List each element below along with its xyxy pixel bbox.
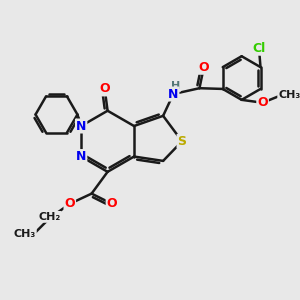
- Text: O: O: [199, 61, 209, 74]
- Text: H: H: [171, 81, 180, 91]
- Text: N: N: [76, 150, 86, 163]
- Text: O: O: [106, 197, 117, 210]
- Text: N: N: [76, 119, 86, 133]
- Text: CH₂: CH₂: [38, 212, 61, 222]
- Text: O: O: [64, 197, 75, 210]
- Text: Cl: Cl: [252, 42, 266, 55]
- Text: O: O: [257, 96, 268, 109]
- Text: N: N: [168, 88, 178, 100]
- Text: O: O: [99, 82, 110, 95]
- Text: S: S: [178, 135, 187, 148]
- Text: CH₃: CH₃: [278, 91, 300, 100]
- Text: CH₃: CH₃: [14, 229, 36, 239]
